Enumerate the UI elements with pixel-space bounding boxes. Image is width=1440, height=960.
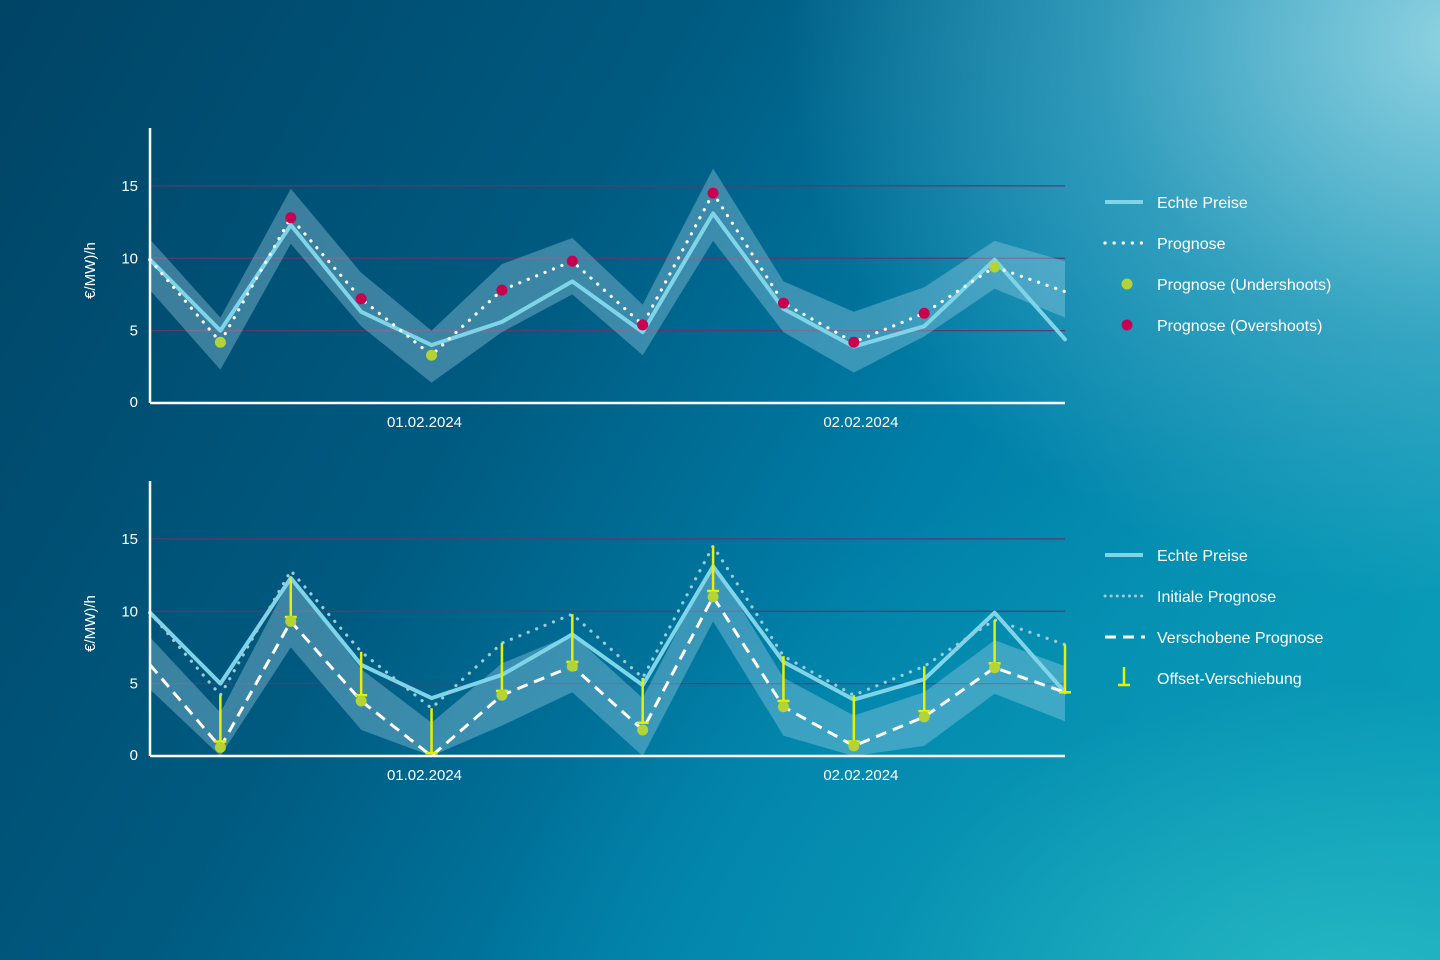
shifted-forecast-point [637, 724, 649, 736]
legend-label: Initiale Prognose [1157, 589, 1276, 606]
shifted-forecast-point [989, 662, 1001, 674]
legend-label: Prognose (Undershoots) [1157, 277, 1331, 294]
shifted-forecast-point [566, 660, 578, 672]
y-axis-label: €/MW)/h [82, 595, 99, 652]
y-tick-label: 5 [130, 676, 138, 693]
shifted-forecast-point [355, 695, 367, 707]
y-tick-label: 5 [130, 323, 138, 340]
shifted-forecast-point [285, 615, 297, 627]
undershoot-point [214, 336, 226, 348]
y-tick-label: 0 [130, 747, 138, 764]
shifted-forecast-point [496, 689, 508, 701]
shifted-forecast-point [707, 591, 719, 603]
legend: Echte Preise Prognose Prognose (Undershoot… [1103, 195, 1331, 335]
series-real-prices-line [148, 211, 1067, 349]
legend-label: Prognose [1157, 236, 1226, 253]
shifted-forecast-point [848, 740, 860, 752]
overshoot-point [918, 307, 930, 319]
series-real-prices-line [148, 564, 1067, 702]
y-tick-label: 10 [121, 250, 138, 267]
shifted-forecast-point [918, 711, 930, 723]
overshoot-point [637, 319, 649, 331]
y-axis-label: €/MW)/h [82, 242, 99, 299]
x-tick-label: 01.02.2024 [387, 414, 462, 431]
legend: Echte Preise Initiale Prognose Verschobene… [1103, 548, 1323, 688]
overshoot-point [496, 284, 508, 296]
x-tick-label: 02.02.2024 [823, 414, 898, 431]
overshoot-point [285, 212, 297, 224]
legend-label: Echte Preise [1157, 548, 1248, 565]
overshoot-point [707, 187, 719, 199]
y-tick-label: 0 [130, 394, 138, 411]
chart-panel-1: 0 5 10 15 01.02.2024 02.02.2024 €/MW)/h Echte P… [82, 128, 1331, 431]
confidence-band [150, 562, 1065, 756]
x-tick-label: 02.02.2024 [823, 767, 898, 784]
chart-panel-2: 0 5 10 15 01.02.2024 02.02.2024 €/MW)/h Echte P… [82, 481, 1323, 784]
undershoot-point [989, 261, 1001, 273]
overshoot-point [848, 336, 860, 348]
y-tick-label: 15 [121, 531, 138, 548]
legend-overshoot-icon [1121, 319, 1133, 331]
overshoot-point [355, 293, 367, 305]
y-tick-label: 10 [121, 603, 138, 620]
legend-label: Prognose (Overshoots) [1157, 318, 1322, 335]
legend-undershoot-icon [1121, 278, 1133, 290]
shifted-forecast-point [777, 701, 789, 713]
overshoot-point [777, 297, 789, 309]
shifted-forecast-point [214, 741, 226, 753]
undershoot-point [426, 349, 438, 361]
legend-label: Verschobene Prognose [1157, 630, 1323, 647]
legend-label: Offset-Verschiebung [1157, 671, 1302, 688]
y-tick-label: 15 [121, 178, 138, 195]
series-shifted-forecast-line [148, 595, 1066, 758]
legend-label: Echte Preise [1157, 195, 1248, 212]
overshoot-point [566, 255, 578, 267]
x-tick-label: 01.02.2024 [387, 767, 462, 784]
confidence-band [150, 168, 1065, 383]
